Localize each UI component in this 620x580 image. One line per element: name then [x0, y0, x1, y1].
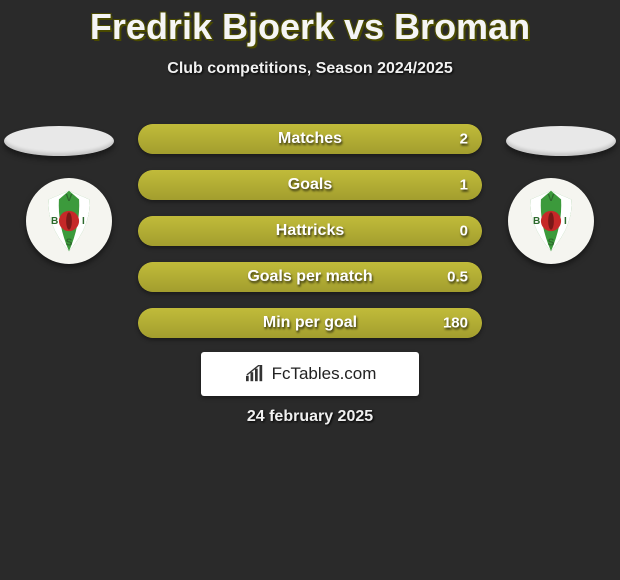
svg-text:S: S	[548, 237, 555, 248]
stat-value: 2	[460, 131, 468, 148]
branding-badge[interactable]: FcTables.com	[201, 352, 419, 396]
logo-letter-i: I	[82, 216, 85, 227]
stat-label: Matches	[278, 130, 342, 148]
svg-text:I: I	[564, 216, 567, 227]
stats-bars: Matches 2 Goals 1 Hattricks 0 Goals per match 0…	[138, 124, 482, 354]
svg-text:V: V	[548, 193, 555, 204]
stat-value: 1	[460, 177, 468, 194]
team-logo-right: V B I S	[508, 178, 594, 264]
svg-text:B: B	[533, 216, 540, 227]
stat-label: Min per goal	[263, 314, 357, 332]
logo-letter-v: V	[66, 193, 73, 204]
team-logo-left: V B I S	[26, 178, 112, 264]
logo-letter-s: S	[66, 237, 73, 248]
branding-text: FcTables.com	[272, 364, 377, 384]
stat-label: Hattricks	[276, 222, 344, 240]
stat-value: 0	[460, 223, 468, 240]
page-title: Fredrik Bjoerk vs Broman	[0, 0, 620, 48]
bar-chart-icon	[244, 365, 266, 383]
shield-icon: V B I S	[33, 185, 105, 257]
shield-icon: V B I S	[515, 185, 587, 257]
player-right-oval	[506, 126, 616, 156]
stat-row: Matches 2	[138, 124, 482, 154]
stat-label: Goals	[288, 176, 332, 194]
stat-row: Goals per match 0.5	[138, 262, 482, 292]
player-left-oval	[4, 126, 114, 156]
date-text: 24 february 2025	[0, 408, 620, 426]
stat-label: Goals per match	[247, 268, 372, 286]
logo-letter-b: B	[51, 216, 58, 227]
stat-value: 0.5	[447, 269, 468, 286]
stat-row: Goals 1	[138, 170, 482, 200]
stat-value: 180	[443, 315, 468, 332]
stat-row: Min per goal 180	[138, 308, 482, 338]
stat-row: Hattricks 0	[138, 216, 482, 246]
subtitle: Club competitions, Season 2024/2025	[0, 60, 620, 78]
